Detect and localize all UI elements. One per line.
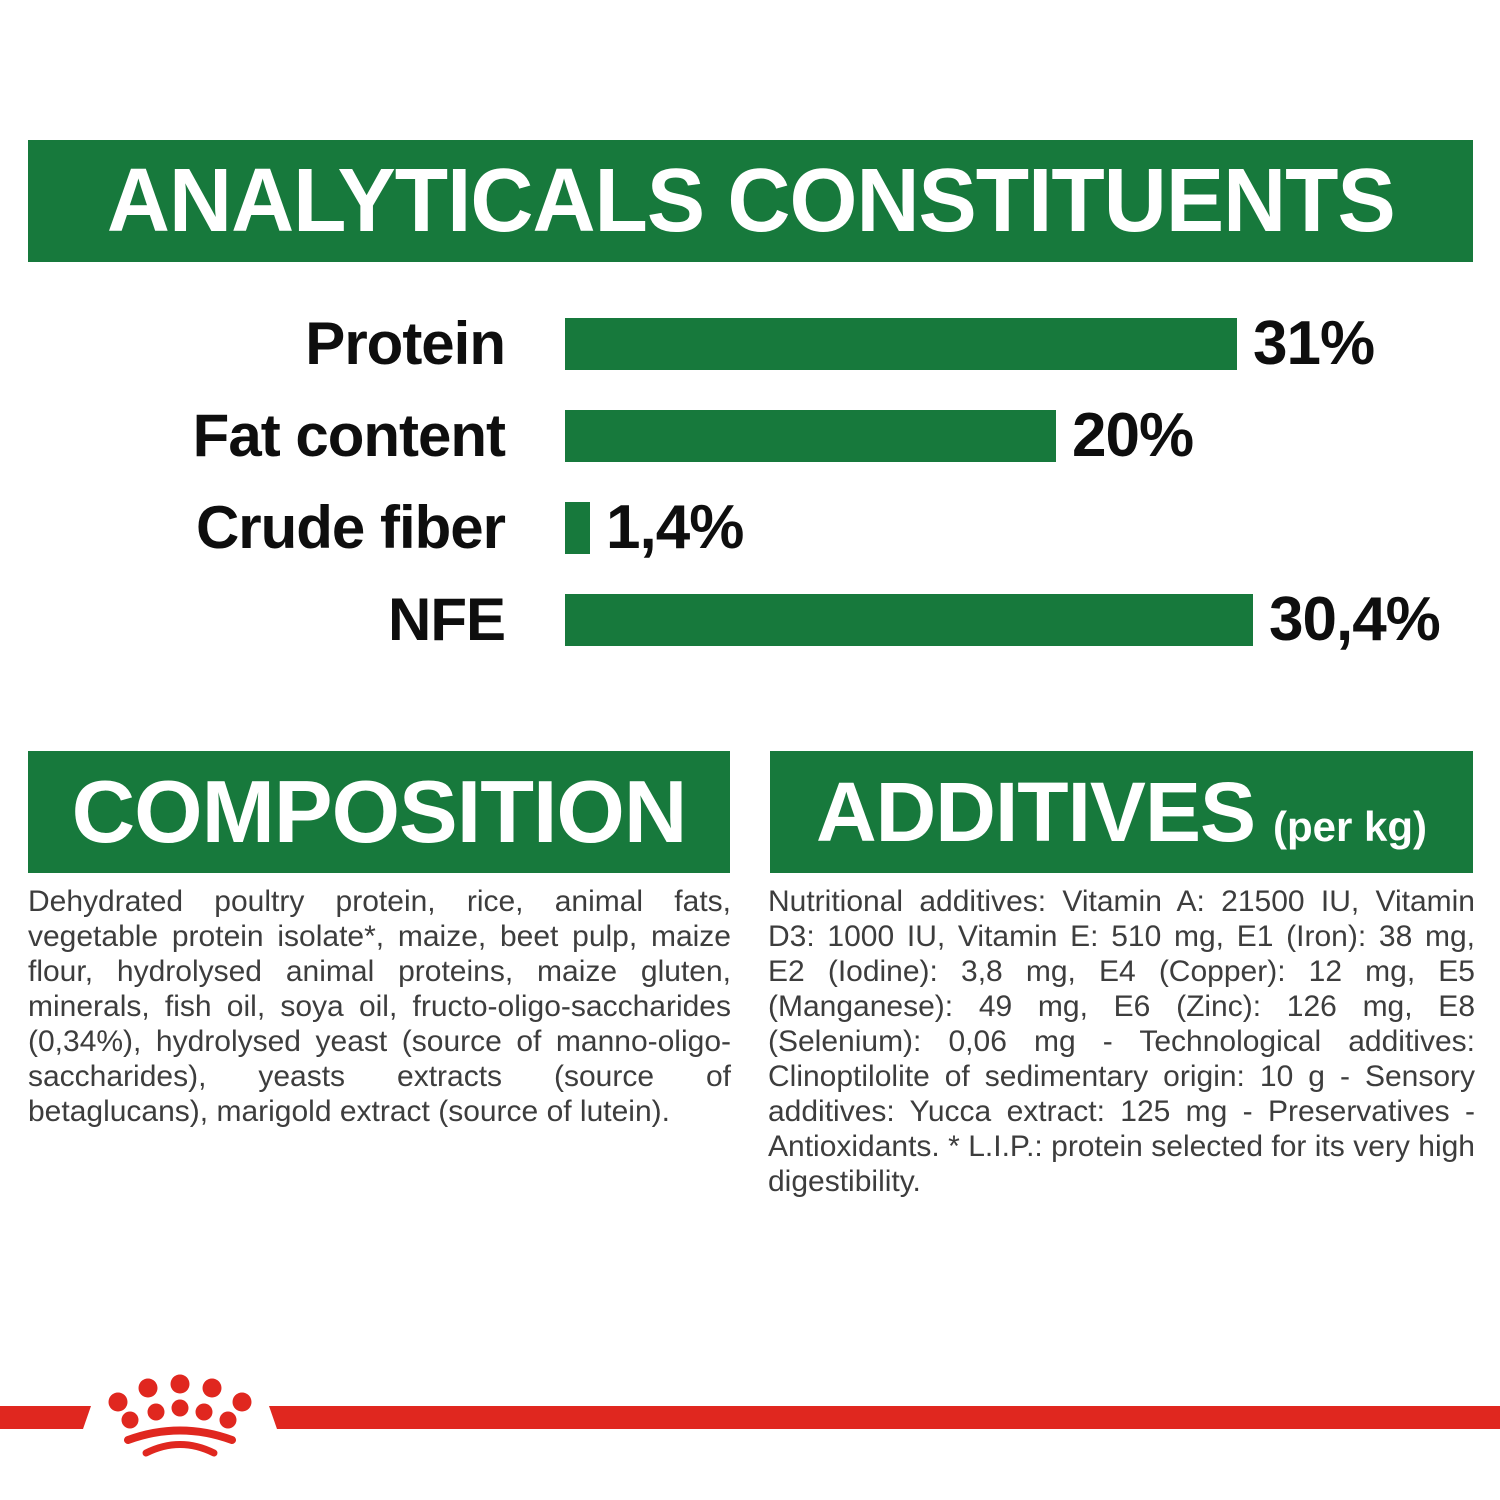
analyticals-chart: Protein 31% Fat content 20% Crude fiber 1,4% N…: [0, 313, 1500, 686]
chart-row: NFE 30,4%: [0, 589, 1500, 651]
additives-banner: ADDITIVES (per kg): [770, 751, 1473, 873]
additives-body: Nutritional additives: Vitamin A: 21500 …: [768, 885, 1475, 1198]
chart-category-label: Crude fiber: [195, 494, 506, 561]
additives-unit: (per kg): [1273, 802, 1428, 850]
additives-title: ADDITIVES: [815, 764, 1256, 859]
chart-value-label: 1,4%: [606, 493, 744, 562]
royal-canin-crown-logo-icon: [108, 1374, 252, 1457]
chart-bar: [565, 594, 1253, 646]
chart-bar: [565, 318, 1237, 370]
chart-value-label: 20%: [1072, 401, 1194, 470]
chart-value-label: 31%: [1253, 309, 1375, 378]
chart-category-label: Fat content: [192, 402, 506, 469]
chart-bar: [565, 410, 1056, 462]
chart-row: Protein 31%: [0, 313, 1500, 375]
chart-value-label: 30,4%: [1269, 585, 1441, 654]
chart-category-label: NFE: [388, 586, 506, 653]
composition-banner: COMPOSITION: [28, 751, 730, 873]
chart-bar: [565, 502, 590, 554]
footer-divider-left: [0, 1406, 91, 1429]
additives-banner-inner: ADDITIVES (per kg): [816, 764, 1427, 861]
analyticals-title: ANALYTICALS CONSTITUENTS: [106, 150, 1396, 251]
chart-category-label: Protein: [305, 310, 506, 377]
chart-row: Crude fiber 1,4%: [0, 497, 1500, 559]
composition-title: COMPOSITION: [71, 762, 688, 861]
composition-body: Dehydrated poultry protein, rice, animal…: [28, 885, 731, 1128]
footer-divider-right: [269, 1406, 1500, 1429]
chart-row: Fat content 20%: [0, 405, 1500, 467]
analyticals-banner: ANALYTICALS CONSTITUENTS: [28, 140, 1473, 262]
